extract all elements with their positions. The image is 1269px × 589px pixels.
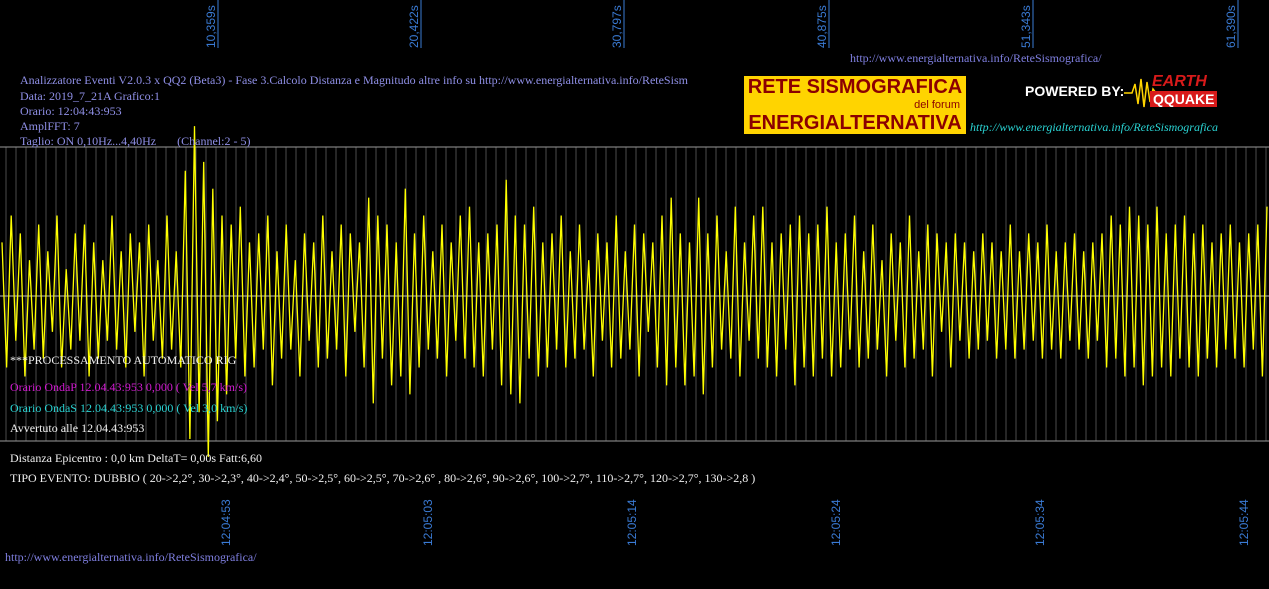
bottom-tick-label: 12:05:34 <box>1033 499 1047 546</box>
header-line-3: Orario: 12:04:43:953 <box>20 104 122 118</box>
bottom-tick-label: 12:04:53 <box>219 499 233 546</box>
top-tick-label: 61,390s <box>1224 5 1238 48</box>
top-tick-label: 10,359s <box>204 5 218 48</box>
bottom-tick-label: 12:05:24 <box>829 499 843 546</box>
banner-url[interactable]: http://www.energialternativa.info/ReteSi… <box>970 120 1218 134</box>
bottom-tick-label: 12:05:14 <box>625 499 639 546</box>
bottom-url[interactable]: http://www.energialternativa.info/ReteSi… <box>5 550 257 564</box>
header-line-2: Data: 2019_7_21A Grafico:1 <box>20 89 160 103</box>
banner-title-2: ENERGIALTERNATIVA <box>744 112 966 134</box>
epicenter-distance: Distanza Epicentro : 0,0 km DeltaT= 0,00… <box>10 451 263 465</box>
event-type: TIPO EVENTO: DUBBIO ( 20->2,2°, 30->2,3°… <box>10 471 756 485</box>
onda-p-time: Orario OndaP 12.04.43:953 0,000 ( Vel 5,… <box>10 380 247 394</box>
top-axis-ticks: 10,359s 20,422s 30,797s 40,875s 51,343s 61,39… <box>204 0 1239 48</box>
banner-subtitle: del forum <box>744 98 966 112</box>
banner-brand-earth: EARTH <box>1152 73 1207 90</box>
processing-label: ***PROCESSAMENTO AUTOMATICO RIG <box>10 353 237 367</box>
onda-s-time: Orario OndaS 12.04.43:953 0,000 ( Vel 3,… <box>10 401 248 415</box>
top-tick-label: 40,875s <box>815 5 829 48</box>
banner-powered-by: POWERED BY: <box>1025 83 1125 99</box>
bottom-tick-label: 12:05:03 <box>421 499 435 546</box>
banner-title-1: RETE SISMOGRAFICA <box>744 76 966 98</box>
header-line-4: AmplFFT: 7 <box>20 119 80 133</box>
seismic-wave-icon <box>1124 78 1164 108</box>
top-tick-label: 20,422s <box>407 5 421 48</box>
seismic-trace <box>1 126 1268 457</box>
top-tick-label: 30,797s <box>610 5 624 48</box>
rete-sismografica-banner: RETE SISMOGRAFICA del forum ENERGIALTERN… <box>740 70 1265 137</box>
top-url[interactable]: http://www.energialternativa.info/ReteSi… <box>850 51 1102 65</box>
bottom-tick-label: 12:05:44 <box>1237 499 1251 546</box>
header-line-1: Analizzatore Eventi V2.0.3 x QQ2 (Beta3)… <box>20 73 688 87</box>
header-line-5: Taglio: ON 0,10Hz...4,40Hz (Channel:2 - … <box>20 134 251 148</box>
banner-brand-qquake: QQUAKE <box>1150 91 1218 107</box>
top-tick-label: 51,343s <box>1019 5 1033 48</box>
avvertuto-time: Avvertuto alle 12.04.43:953 <box>10 421 145 435</box>
bottom-axis-ticks: 12:04:53 12:05:03 12:05:14 12:05:24 12:05:34… <box>219 499 1251 546</box>
